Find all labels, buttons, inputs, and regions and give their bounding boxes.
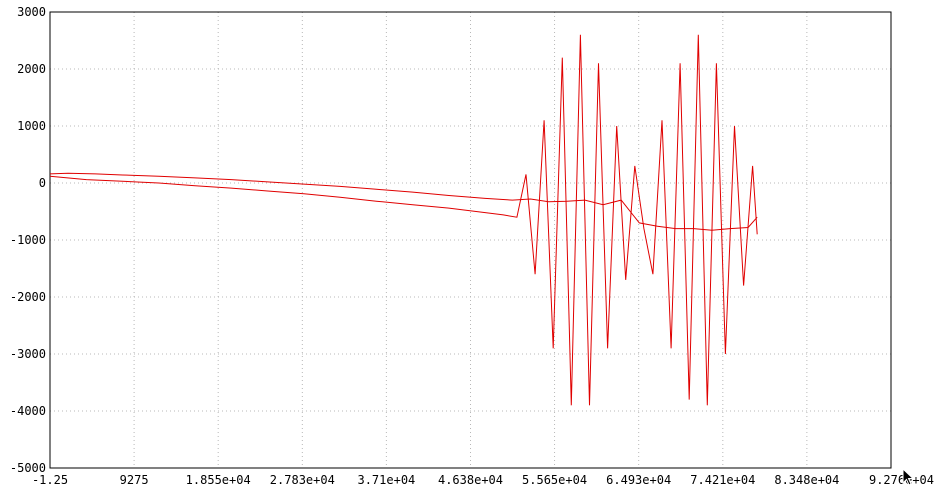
series-group: [49, 34, 758, 406]
y-tick-label: 0: [39, 176, 46, 190]
plot-frame: [49, 11, 892, 469]
y-tick-label: 3000: [17, 5, 46, 19]
y-tick-label: -4000: [10, 404, 46, 418]
x-tick-label: 4.638e+04: [438, 473, 503, 487]
y-tick-label: -3000: [10, 347, 46, 361]
y-tick-label: -1000: [10, 233, 46, 247]
x-tick-label: 8.348e+04: [774, 473, 839, 487]
x-axis-tick-labels: -1.25 9275 1.855e+04 2.783e+04 3.71e+04 4.638…: [32, 473, 934, 487]
x-tick-label: 2.783e+04: [270, 473, 335, 487]
y-axis-tick-labels: 3000 2000 1000 0 -1000 -2000 -3000 -4000 -5000: [10, 5, 46, 475]
y-tick-label: 2000: [17, 62, 46, 76]
y-tick-label: -2000: [10, 290, 46, 304]
x-tick-label: 1.855e+04: [186, 473, 251, 487]
series-line-2: [49, 34, 758, 406]
x-tick-label: 9275: [120, 473, 149, 487]
x-tick-label: -1.25: [32, 473, 68, 487]
x-tick-label: 5.565e+04: [522, 473, 587, 487]
grid: [50, 12, 891, 468]
x-tick-label: 7.421e+04: [690, 473, 755, 487]
x-tick-label: 3.71e+04: [357, 473, 415, 487]
y-tick-label: -5000: [10, 461, 46, 475]
x-tick-label: 9.276e+04: [869, 473, 934, 487]
x-tick-label: 6.493e+04: [606, 473, 671, 487]
y-tick-label: 1000: [17, 119, 46, 133]
series-line-1: [49, 172, 758, 231]
mouse-pointer-icon: [902, 468, 915, 486]
